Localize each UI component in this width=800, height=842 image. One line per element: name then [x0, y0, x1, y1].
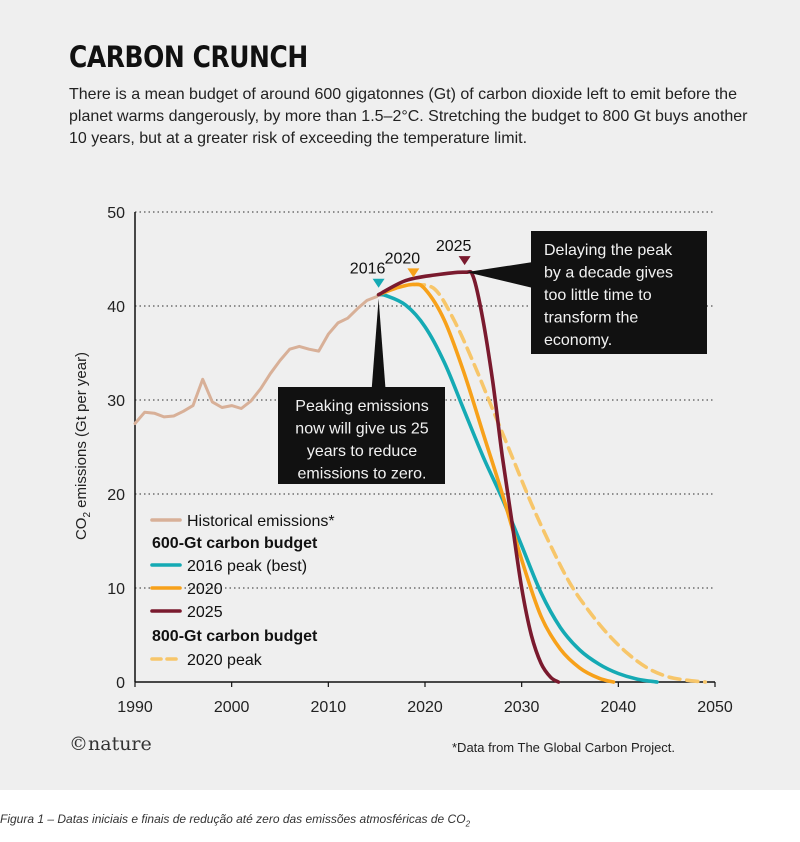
y-tick-20: 20 [107, 487, 125, 504]
x-tick-1990: 1990 [117, 699, 153, 716]
series-lines [133, 269, 708, 684]
annotation-peak-now-line-3: years to reduce [307, 443, 417, 460]
legend-label-peak2020: 2020 [187, 581, 223, 598]
annotation-peak-now-line-1: Peaking emissions [295, 398, 428, 415]
x-tick-2040: 2040 [601, 699, 637, 716]
chart-title: CARBON CRUNCH [69, 40, 308, 74]
y-tick-labels: 0 10 20 30 40 50 [107, 205, 125, 692]
x-tick-2000: 2000 [214, 699, 250, 716]
x-tick-labels: 1990 2000 2010 2020 2030 2040 2050 [117, 682, 733, 716]
legend-label-peak2016: 2016 peak (best) [187, 558, 307, 575]
x-tick-2050: 2050 [697, 699, 733, 716]
legend-heading: 800-Gt carbon budget [152, 628, 318, 645]
annotation-delay-line-3: too little time to [544, 287, 652, 304]
peak-label-2020: 2020 [385, 250, 421, 267]
y-tick-50: 50 [107, 205, 125, 222]
y-tick-40: 40 [107, 299, 125, 316]
peak-marker-2025 [458, 256, 471, 266]
annotation-peak-now-pointer [371, 298, 386, 390]
y-axis-label: CO2 emissions (Gt per year) [73, 352, 93, 540]
x-tick-2010: 2010 [311, 699, 347, 716]
chart-subtitle: There is a mean budget of around 600 gig… [69, 86, 748, 147]
annotation-delay-line-2: by a decade gives [544, 265, 673, 282]
y-tick-10: 10 [107, 581, 125, 598]
annotation-peak-now-line-2: now will give us 25 [295, 421, 429, 438]
series-peak2020_800 [411, 282, 708, 684]
data-source-note: *Data from The Global Carbon Project. [452, 740, 676, 755]
legend-label-peak2020_800: 2020 peak [187, 652, 263, 669]
x-tick-2030: 2030 [504, 699, 540, 716]
peak-label-2025: 2025 [436, 238, 472, 255]
series-peak2025 [376, 269, 561, 684]
series-peak2020 [376, 282, 616, 684]
legend-label-peak2025: 2025 [187, 604, 223, 621]
y-tick-0: 0 [116, 675, 125, 692]
annotation-peak-now-box [278, 387, 445, 484]
annotation-delay-pointer [466, 262, 533, 288]
peak-marker-2016 [372, 278, 385, 288]
annotation-delay-line-4: transform the [544, 310, 638, 327]
nature-logo: ©nature [69, 733, 152, 755]
annotation-delay-line-1: Delaying the peak [544, 242, 673, 259]
peak-marker-2020 [407, 268, 420, 278]
annotations: Peaking emissions now will give us 25 year… [278, 231, 707, 484]
annotation-peak-now-line-4: emissions to zero. [298, 466, 427, 483]
figure-caption: Figura 1 – Datas iniciais e finais de re… [0, 812, 471, 829]
series-historical [133, 295, 379, 425]
legend-heading: 600-Gt carbon budget [152, 535, 318, 552]
y-tick-30: 30 [107, 393, 125, 410]
annotation-delay-line-5: economy. [544, 332, 612, 349]
annotation-delay-box [531, 231, 707, 354]
legend: Historical emissions* 600-Gt carbon budge… [150, 513, 335, 669]
peak-label-2016: 2016 [350, 261, 386, 278]
x-tick-2020: 2020 [407, 699, 443, 716]
legend-label-historical: Historical emissions* [187, 513, 335, 530]
